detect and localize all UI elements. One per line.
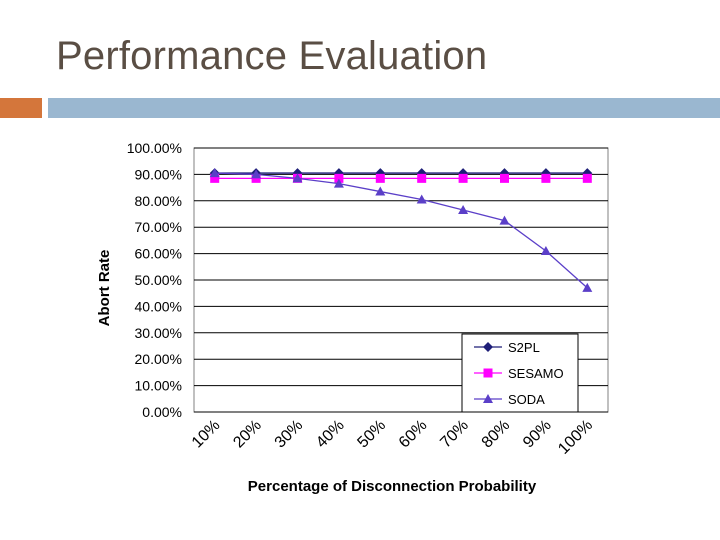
x-tick-label: 70% <box>437 417 472 452</box>
data-point-sesamo <box>417 173 427 183</box>
x-tick-labels: 10% 20% 30% 40% 50% 60% 70% 80% 90% 100% <box>189 417 596 458</box>
x-tick-label: 30% <box>272 417 307 452</box>
data-point-soda <box>458 205 469 215</box>
x-tick-label: 80% <box>479 417 514 452</box>
data-point-soda <box>582 282 593 292</box>
x-axis-title: Percentage of Disconnection Probability <box>248 478 537 495</box>
series-lines <box>209 168 593 292</box>
data-point-soda <box>540 245 551 255</box>
data-point-soda <box>209 168 220 178</box>
y-tick-label: 70.00% <box>135 219 182 235</box>
x-tick-label: 60% <box>396 417 431 452</box>
title-accent-orange-bar <box>0 98 42 118</box>
data-point-soda <box>251 169 262 179</box>
x-tick-label: 50% <box>354 417 389 452</box>
data-point-soda <box>333 178 344 188</box>
data-point-sesamo <box>375 173 385 183</box>
y-tick-label: 30.00% <box>135 325 182 341</box>
data-point-soda <box>375 186 386 196</box>
x-tick-label: 40% <box>313 417 348 452</box>
x-tick-label: 90% <box>520 417 555 452</box>
legend-marker-s2pl <box>483 342 493 352</box>
legend-label-sesamo: SESAMO <box>508 366 564 381</box>
legend-marker-sesamo <box>483 368 493 378</box>
gridlines <box>193 147 609 413</box>
y-tick-label: 100.00% <box>127 140 182 156</box>
legend-label-soda: SODA <box>508 392 545 407</box>
data-point-sesamo <box>582 173 592 183</box>
y-tick-label: 90.00% <box>135 166 182 182</box>
legend-label-s2pl: S2PL <box>508 340 540 355</box>
data-point-sesamo <box>458 173 468 183</box>
data-point-sesamo <box>210 173 220 183</box>
data-point-soda <box>292 173 303 183</box>
slide-title: Performance Evaluation <box>56 34 488 78</box>
series-line-soda <box>214 172 588 289</box>
y-axis-title: Abort Rate <box>96 250 113 327</box>
series-s2pl <box>209 168 593 179</box>
title-accent-blue-bar <box>48 98 720 118</box>
data-point-sesamo <box>541 173 551 183</box>
x-tick-label: 20% <box>230 417 265 452</box>
legend-marker-soda <box>483 394 493 403</box>
y-tick-label: 0.00% <box>142 404 182 420</box>
y-tick-label: 20.00% <box>135 351 182 367</box>
x-tick-label: 10% <box>189 417 224 452</box>
data-point-sesamo <box>500 173 509 183</box>
y-tick-label: 50.00% <box>135 272 182 288</box>
data-point-soda <box>499 215 510 225</box>
y-tick-label: 10.00% <box>135 378 182 394</box>
y-tick-label: 40.00% <box>135 298 182 314</box>
data-point-sesamo <box>334 173 344 183</box>
y-tick-label: 60.00% <box>135 246 182 262</box>
series-soda <box>209 168 593 292</box>
y-tick-labels: 0.00% 10.00% 20.00% 30.00% 40.00% 50.00% 60.00… <box>127 140 182 420</box>
x-tick-label: 100% <box>555 417 596 458</box>
legend: S2PL SESAMO SODA <box>461 333 579 413</box>
data-point-soda <box>416 194 427 204</box>
y-tick-label: 80.00% <box>135 193 182 209</box>
